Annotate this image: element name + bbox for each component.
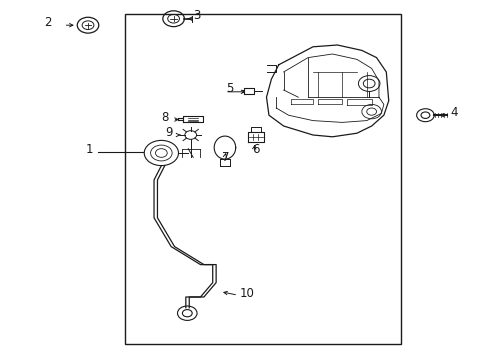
- Text: 8: 8: [161, 111, 168, 123]
- Text: 7: 7: [222, 151, 229, 164]
- Text: 4: 4: [449, 105, 456, 118]
- Text: 1: 1: [85, 143, 93, 156]
- Text: 9: 9: [165, 126, 172, 139]
- Bar: [124, 14, 400, 344]
- Text: 2: 2: [44, 16, 51, 29]
- Text: 5: 5: [225, 82, 233, 95]
- Text: 3: 3: [193, 9, 200, 22]
- Text: 6: 6: [252, 143, 259, 156]
- Text: 10: 10: [239, 287, 254, 300]
